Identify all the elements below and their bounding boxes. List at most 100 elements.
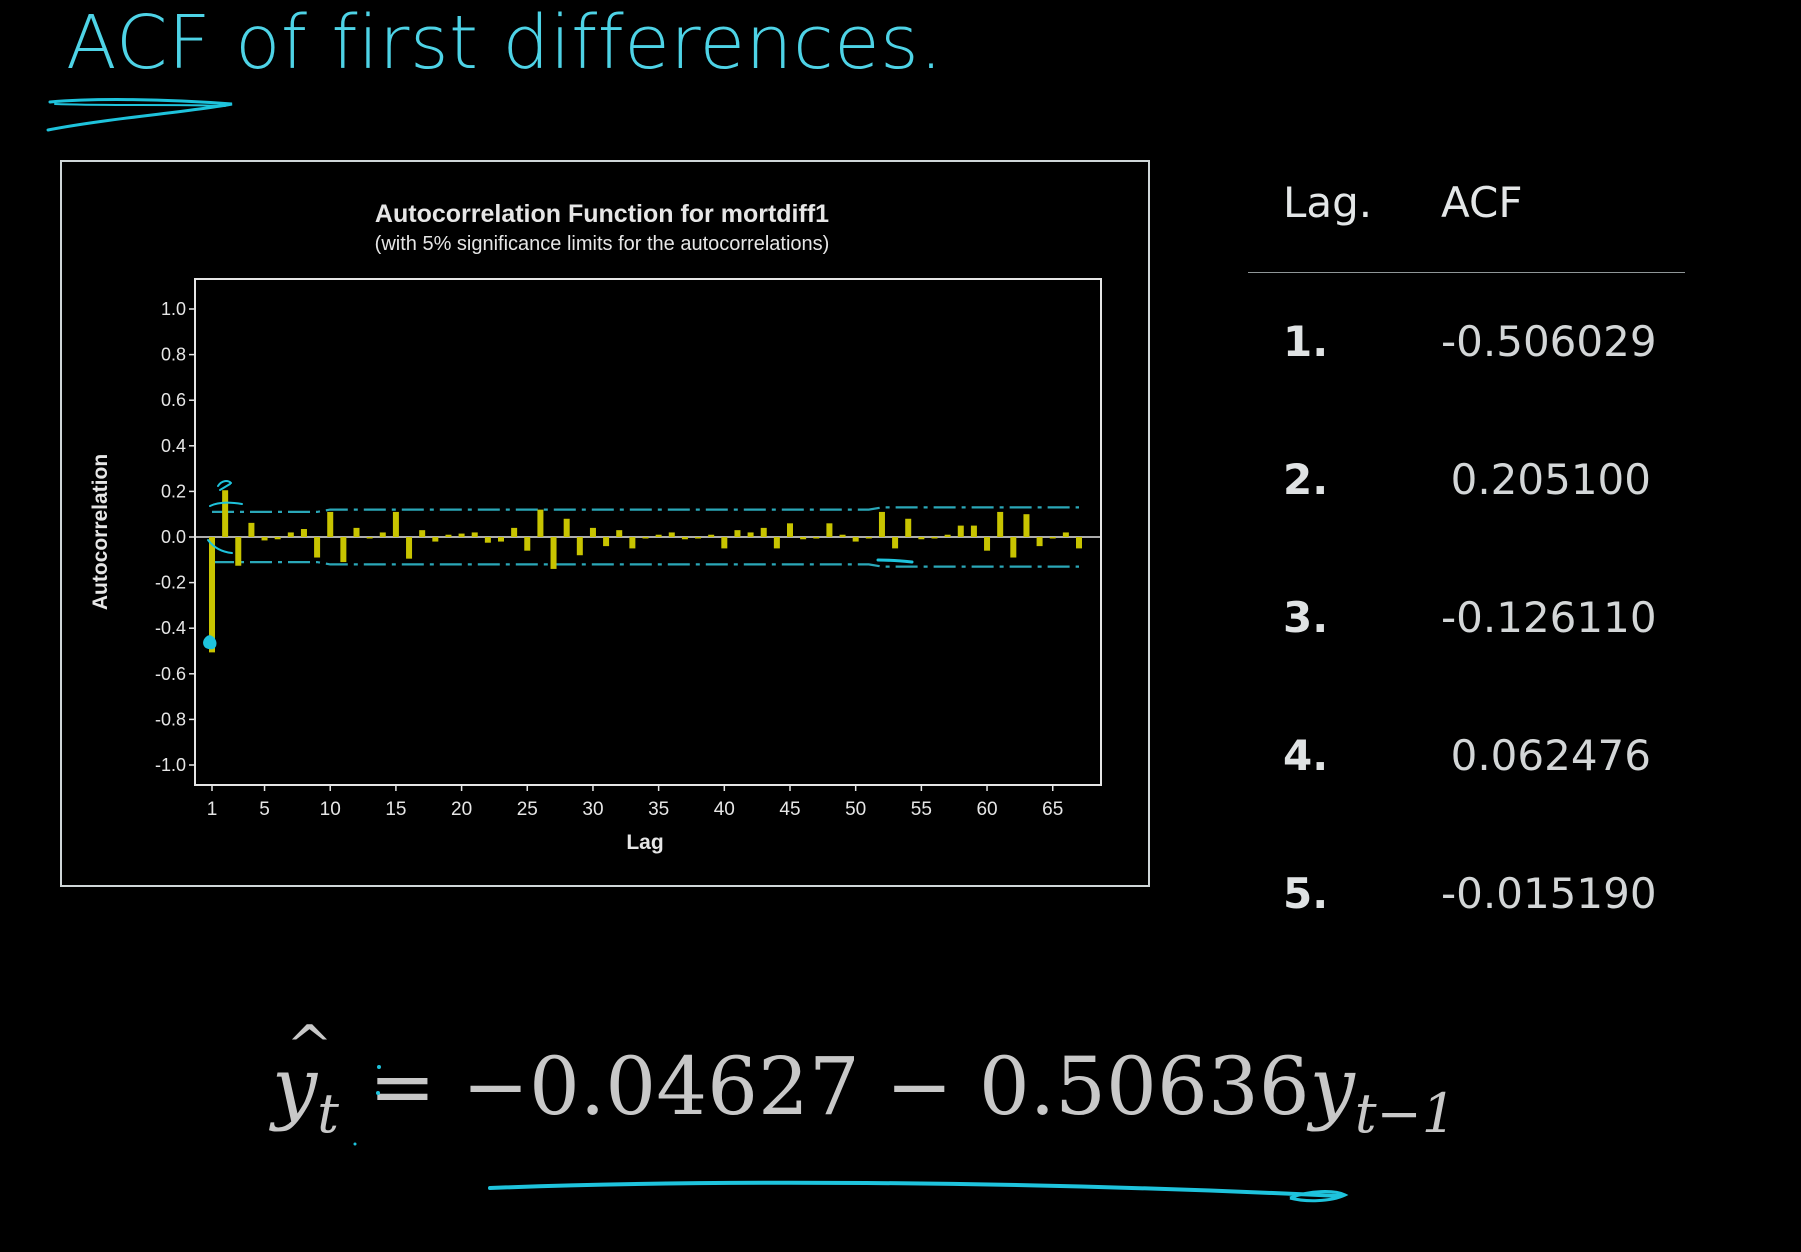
acf-bar: [314, 537, 321, 558]
acf-bar: [957, 525, 964, 537]
acf-bar: [524, 537, 531, 551]
acf-bar: [550, 537, 557, 569]
acf-value-cell: -0.506029: [1441, 317, 1657, 366]
x-tick-label: 10: [320, 799, 341, 820]
acf-bar: [655, 534, 662, 537]
acf-bar: [379, 532, 386, 537]
y-tick-label: -1.0: [155, 755, 186, 775]
y-tick-label: 0.8: [161, 345, 186, 365]
slide-title: ACF of first differences.: [66, 0, 944, 86]
acf-bar: [642, 537, 649, 539]
y-tick-label: -0.2: [155, 573, 186, 593]
chart-subtitle: (with 5% significance limits for the aut…: [375, 233, 830, 255]
y-tick-label: 1.0: [161, 299, 186, 319]
lag-cell: 3.: [1283, 593, 1329, 642]
acf-bar: [734, 530, 741, 537]
coefficient-term: 0.50636: [978, 1040, 1310, 1133]
x-tick-label: 45: [779, 799, 800, 820]
x-tick-label: 65: [1042, 799, 1063, 820]
acf-value-cell: -0.015190: [1441, 869, 1657, 918]
acf-bar: [366, 537, 373, 539]
y-tick-label: -0.6: [155, 664, 186, 684]
y-tick-label: 0.4: [161, 436, 186, 456]
acf-bar: [905, 518, 912, 537]
table-row: 3. -0.126110: [1248, 549, 1685, 687]
x-tick-label: 55: [911, 799, 932, 820]
acf-bar: [813, 537, 820, 539]
hat-accent: ^: [286, 1014, 333, 1079]
acf-bar: [852, 537, 859, 542]
acf-bar: [773, 537, 780, 549]
acf-bar: [1036, 537, 1043, 547]
chart-title: Autocorrelation Function for mortdiff1: [375, 200, 829, 228]
acf-bar: [616, 530, 623, 537]
x-tick-label: 5: [259, 799, 270, 820]
acf-bar: [406, 537, 413, 559]
upper-significance-limit: [212, 506, 1079, 513]
acf-bar: [498, 537, 504, 542]
acf-bar: [892, 537, 899, 549]
lhs-variable: y: [272, 1040, 318, 1133]
acf-bar: [576, 537, 583, 556]
intercept-term: −0.04627: [461, 1040, 860, 1133]
acf-bar: [484, 537, 491, 543]
x-tick-label: 20: [451, 799, 472, 820]
acf-bar: [603, 537, 610, 547]
acf-bar: [392, 511, 399, 537]
lag-column-header: Lag.: [1283, 178, 1373, 227]
acf-bar: [800, 537, 807, 540]
acf-bar: [878, 511, 885, 537]
acf-value-cell: -0.126110: [1441, 593, 1657, 642]
y-tick-label: 0.0: [161, 527, 186, 547]
minus-sign: −: [885, 1040, 953, 1133]
acf-bar: [681, 537, 688, 540]
x-tick-label: 50: [845, 799, 866, 820]
regression-equation: ^ yt = −0.04627−0.50636yt−1: [272, 1014, 1456, 1170]
acf-bar: [760, 527, 767, 537]
acf-bar: [944, 534, 951, 537]
acf-bar: [1023, 514, 1030, 537]
x-tick-label: 40: [714, 799, 735, 820]
lower-significance-limit: [212, 561, 1079, 568]
table-row: 4. 0.062476: [1248, 687, 1685, 825]
y-tick-label: -0.8: [155, 709, 186, 729]
title-underline-stroke: [54, 103, 226, 107]
x-tick-label: 35: [648, 799, 669, 820]
acf-bar: [261, 537, 268, 541]
acf-bar: [918, 537, 925, 540]
lag-cell: 4.: [1283, 731, 1329, 780]
acf-bar: [235, 537, 242, 566]
acf-chart: Autocorrelation Function for mortdiff1 (w…: [89, 200, 1102, 854]
table-row: 1. -0.506029: [1248, 273, 1685, 411]
acf-bar: [248, 522, 255, 537]
y-hat-symbol: ^ y: [272, 1014, 333, 1133]
x-tick-label: 15: [385, 799, 406, 820]
x-tick-label: 1: [207, 799, 218, 820]
acf-bar: [839, 534, 846, 537]
x-axis-label: Lag: [626, 831, 663, 854]
acf-bar: [984, 537, 991, 551]
acf-bar: [826, 523, 833, 537]
acf-chart-frame: Autocorrelation Function for mortdiff1 (w…: [60, 160, 1150, 887]
table-row: 2. 0.205100: [1248, 411, 1685, 549]
acf-bar: [511, 527, 518, 537]
acf-bar: [1062, 532, 1069, 537]
acf-table: Lag. ACF 1. -0.506029 2. 0.205100 3. -0.…: [1248, 170, 1685, 963]
lag-cell: 5.: [1283, 869, 1329, 918]
rhs-subscript: t−1: [1354, 1082, 1457, 1145]
acf-bar: [1049, 537, 1056, 539]
acf-bar: [287, 532, 294, 537]
lhs-subscript: t: [317, 1082, 339, 1145]
acf-bar: [708, 534, 715, 537]
y-axis-label: Autocorrelation: [89, 454, 112, 610]
plot-area: [194, 278, 1102, 786]
acf-bar: [274, 537, 281, 540]
acf-column-header: ACF: [1441, 178, 1523, 227]
acf-bar: [1076, 537, 1082, 549]
y-tick-label: 0.6: [161, 390, 186, 410]
x-tick-label: 30: [582, 799, 603, 820]
table-row: 5. -0.015190: [1248, 825, 1685, 963]
acf-bar: [721, 537, 728, 549]
title-underline-stroke: [46, 98, 233, 132]
acf-bar: [747, 532, 754, 537]
